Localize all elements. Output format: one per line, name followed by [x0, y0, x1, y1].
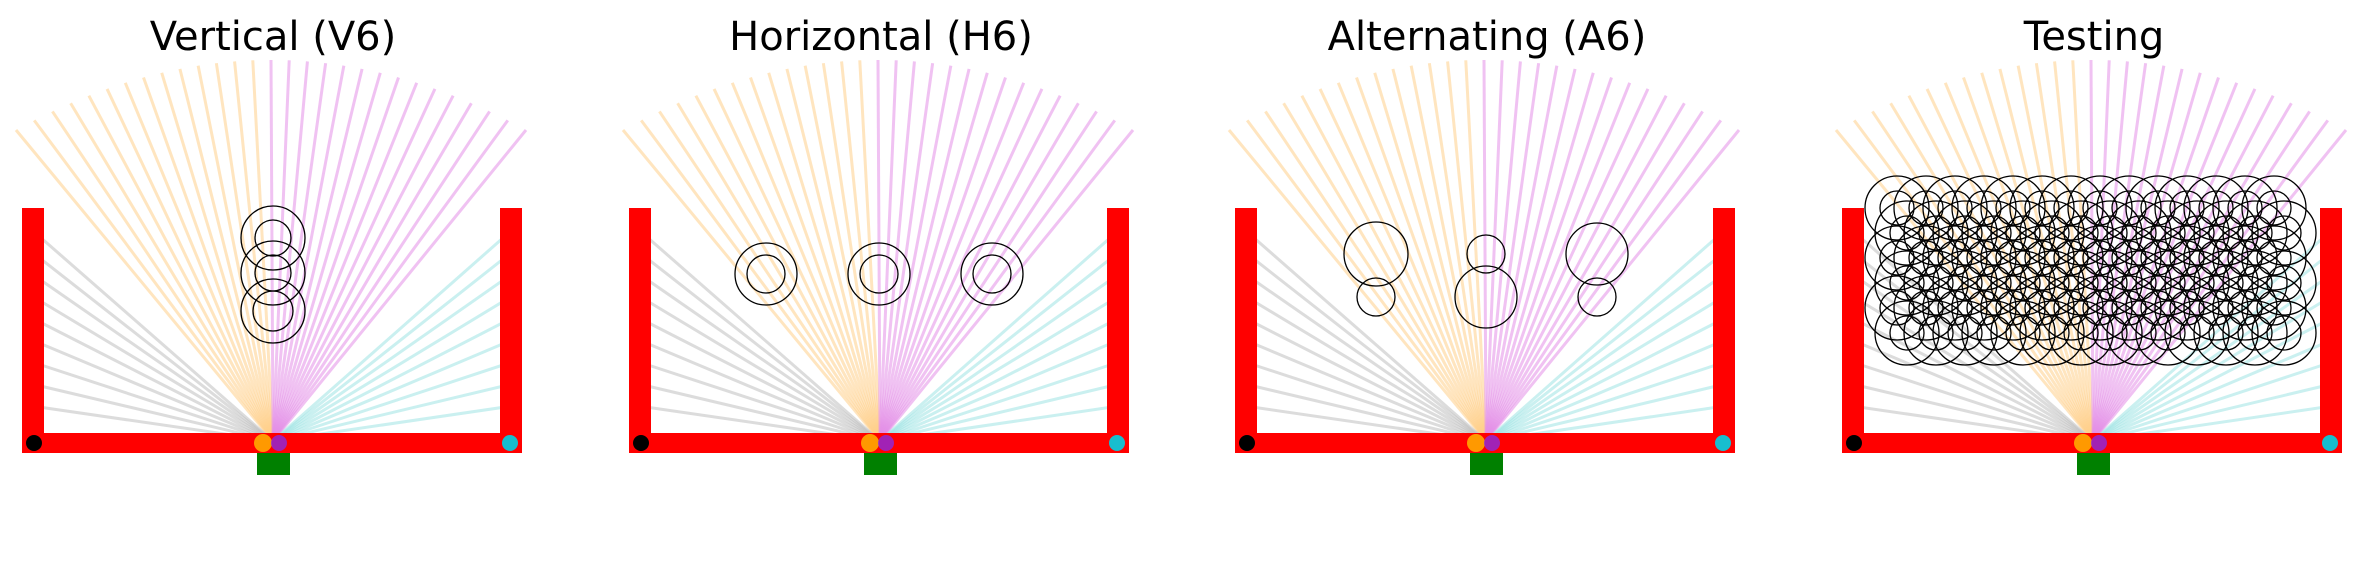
panel-title-testing: Testing: [2023, 14, 2165, 60]
ray: [880, 274, 1119, 441]
left-corner-dot: [633, 435, 649, 451]
hub-orange: [254, 434, 272, 452]
right-wall: [2320, 208, 2342, 453]
right-corner-dot: [1109, 435, 1125, 451]
ray: [1486, 274, 1725, 441]
circle: [2252, 301, 2316, 365]
hub-purple: [1484, 435, 1500, 451]
right-wall: [1107, 208, 1129, 453]
right-corner-dot: [502, 435, 518, 451]
ray: [1484, 60, 1486, 441]
left-corner-dot: [1239, 435, 1255, 451]
base-block: [2077, 453, 2110, 475]
panel-testing: Testing: [1836, 14, 2346, 475]
hub-orange: [2074, 434, 2092, 452]
panel-title-vertical: Vertical (V6): [150, 14, 396, 60]
right-corner-dot: [1715, 435, 1731, 451]
left-corner-dot: [26, 435, 42, 451]
ray-fan: [623, 60, 1133, 441]
panel-vertical: Vertical (V6): [16, 14, 526, 475]
hub-purple: [878, 435, 894, 451]
circle: [1578, 278, 1616, 316]
left-wall: [1842, 208, 1864, 453]
ray-fan: [16, 60, 526, 441]
base-block: [1470, 453, 1503, 475]
panel-title-horizontal: Horizontal (H6): [729, 14, 1033, 60]
ray: [2091, 60, 2093, 441]
ray: [271, 60, 273, 441]
right-corner-dot: [2322, 435, 2338, 451]
hub-orange: [1467, 434, 1485, 452]
ray-fan: [1229, 60, 1739, 441]
panel-alternating: Alternating (A6): [1229, 14, 1739, 475]
hub-orange: [861, 434, 879, 452]
ray: [2093, 274, 2332, 441]
panel-title-alternating: Alternating (A6): [1328, 14, 1647, 60]
base-block: [257, 453, 290, 475]
panel-horizontal: Horizontal (H6): [623, 14, 1133, 475]
left-wall: [1235, 208, 1257, 453]
ray: [273, 274, 512, 441]
right-wall: [1713, 208, 1735, 453]
base-block: [864, 453, 897, 475]
hub-purple: [2091, 435, 2107, 451]
left-wall: [629, 208, 651, 453]
left-wall: [22, 208, 44, 453]
right-wall: [500, 208, 522, 453]
ray: [878, 60, 880, 441]
hub-purple: [271, 435, 287, 451]
left-corner-dot: [1846, 435, 1862, 451]
